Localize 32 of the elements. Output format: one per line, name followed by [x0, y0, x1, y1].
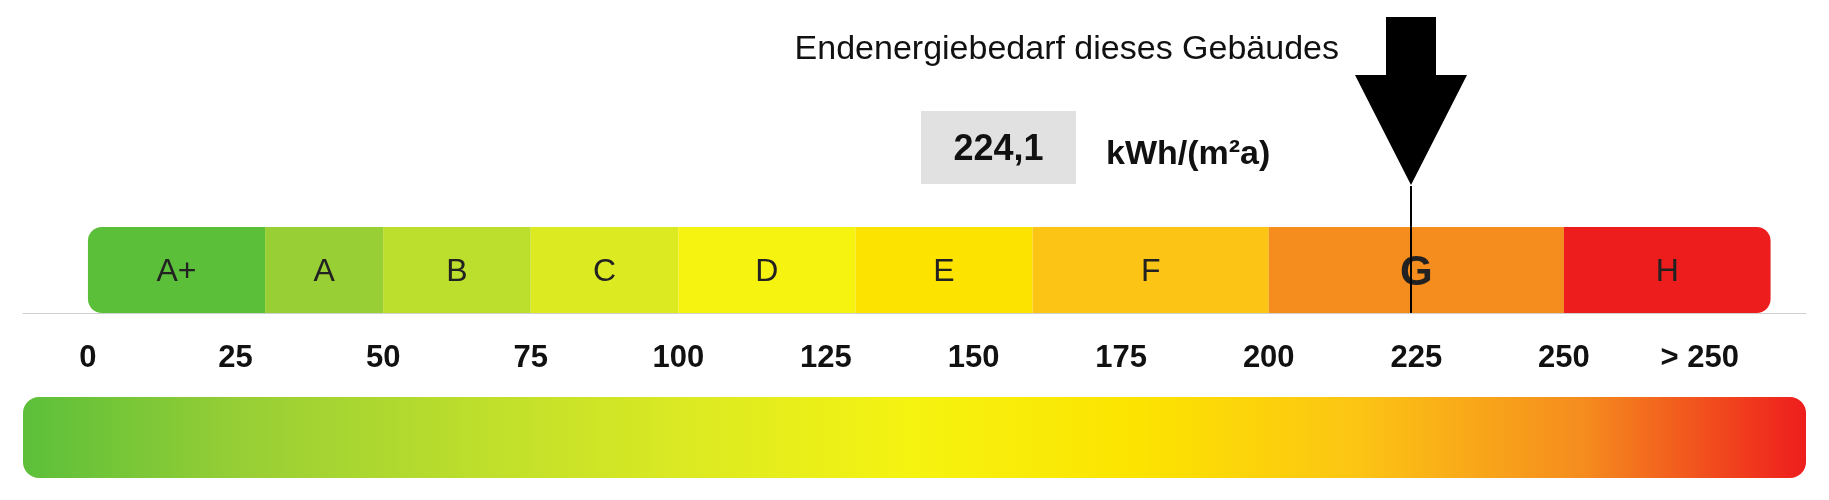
x-tick-label: 125	[800, 339, 852, 374]
bar	[1032, 227, 1269, 313]
x-tick-label: 150	[947, 339, 1000, 374]
bar	[1563, 227, 1771, 313]
series-label: H	[1655, 252, 1679, 288]
series-label: F	[1140, 252, 1161, 288]
bar	[383, 227, 531, 313]
x-tick-label: > 250	[1660, 339, 1739, 374]
x-tick-label: 0	[79, 339, 97, 374]
text: 224,1	[921, 111, 1076, 184]
bar	[855, 227, 1033, 313]
series-label: A	[313, 252, 336, 288]
x-tick-label: 250	[1538, 339, 1590, 374]
x-axis-title: kWh/(m²a)	[1106, 133, 1271, 172]
series-label: E	[933, 252, 955, 288]
series-label: A+	[156, 252, 197, 288]
x-tick-label: 50	[365, 339, 401, 374]
bar	[678, 227, 856, 313]
x-tick-label: 100	[652, 339, 705, 374]
series-label: C	[592, 252, 617, 288]
series-label: D	[755, 252, 779, 288]
x-tick-label: 200	[1242, 339, 1295, 374]
bar	[530, 227, 679, 313]
x-tick-label: 25	[218, 339, 253, 374]
x-tick-label: 225	[1390, 339, 1443, 374]
series-label: B	[446, 252, 468, 288]
chart-title: Endenergiebedarf dieses Gebäudes	[794, 28, 1339, 67]
x-tick-label: 175	[1095, 339, 1148, 374]
x-tick-label: 75	[513, 339, 548, 374]
bar	[265, 227, 384, 313]
bar	[87, 227, 266, 313]
bar	[1268, 227, 1564, 313]
